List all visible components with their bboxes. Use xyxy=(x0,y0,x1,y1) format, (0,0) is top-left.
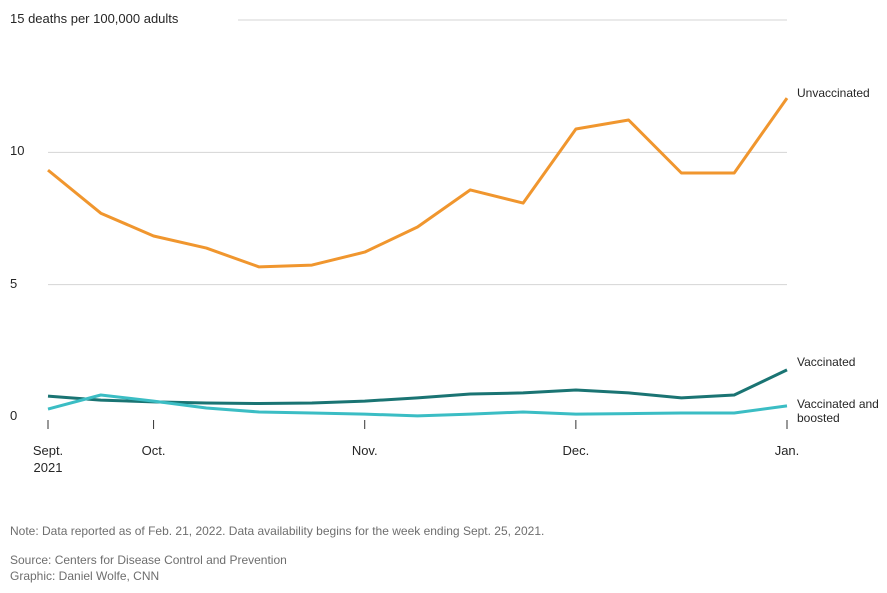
y-tick-label: 15 deaths per 100,000 adults xyxy=(10,11,179,26)
x-tick-label: Oct. xyxy=(141,443,166,458)
x-tick-label: Dec. xyxy=(562,443,590,458)
series-label: Unvaccinated xyxy=(797,86,870,101)
note: Note: Data reported as of Feb. 21, 2022.… xyxy=(10,524,545,538)
series-line xyxy=(47,97,789,269)
y-tick-label: 10 xyxy=(10,143,25,159)
y-tick-label: 0 xyxy=(10,408,18,423)
x-tick-label: Sept. 2021 xyxy=(32,443,64,475)
credit: Graphic: Daniel Wolfe, CNN xyxy=(10,569,160,583)
x-tick-label: Jan. xyxy=(774,443,800,458)
y-tick-label: 5 xyxy=(10,275,18,291)
series-line xyxy=(47,368,788,405)
source: Source: Centers for Disease Control and … xyxy=(10,553,287,567)
series-label: Vaccinated xyxy=(797,354,856,369)
series-label: Vaccinated and boosted xyxy=(797,396,879,425)
x-tick-label: Nov. xyxy=(351,443,378,458)
series-line xyxy=(47,393,788,418)
